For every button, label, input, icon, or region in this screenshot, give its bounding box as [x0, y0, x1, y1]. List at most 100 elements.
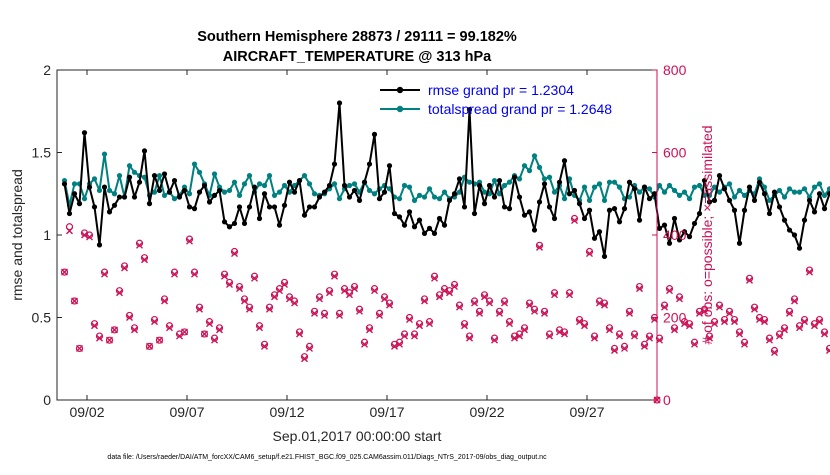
x-tick-label: 09/17 — [369, 404, 404, 420]
y-tick-label-left: 1 — [43, 227, 51, 243]
x-tick-label: 09/02 — [69, 404, 104, 420]
rmse-point — [647, 196, 652, 201]
rmse-point — [737, 241, 742, 246]
totalspread-point — [732, 194, 737, 199]
totalspread-point — [72, 181, 77, 186]
totalspread-point — [467, 180, 472, 185]
totalspread-point — [787, 186, 792, 191]
rmse-point — [777, 204, 782, 209]
rmse-point — [97, 242, 102, 247]
totalspread-point — [187, 191, 192, 196]
rmse-point — [397, 214, 402, 219]
totalspread-point — [347, 183, 352, 188]
rmse-point — [762, 191, 767, 196]
totalspread-point — [612, 180, 617, 185]
rmse-point — [567, 191, 572, 196]
rmse-point — [427, 226, 432, 231]
rmse-point — [222, 219, 227, 224]
totalspread-point — [127, 163, 132, 168]
rmse-point — [557, 180, 562, 185]
totalspread-point — [442, 190, 447, 195]
rmse-point — [382, 190, 387, 195]
totalspread-point — [682, 190, 687, 195]
totalspread-point — [102, 152, 107, 157]
totalspread-point — [777, 188, 782, 193]
rmse-point — [542, 181, 547, 186]
rmse-point — [77, 201, 82, 206]
rmse-point — [547, 204, 552, 209]
totalspread-point — [197, 170, 202, 175]
totalspread-point — [562, 196, 567, 201]
rmse-point — [317, 194, 322, 199]
totalspread-point — [607, 180, 612, 185]
rmse-point — [202, 183, 207, 188]
totalspread-point — [422, 194, 427, 199]
rmse-point — [812, 209, 817, 214]
totalspread-point — [402, 183, 407, 188]
rmse-point — [622, 206, 627, 211]
chart-title-line1: Southern Hemisphere 28873 / 29111 = 99.1… — [197, 29, 517, 45]
legend-rmse-marker — [397, 87, 403, 93]
totalspread-point — [242, 181, 247, 186]
rmse-point — [442, 223, 447, 228]
rmse-point — [432, 231, 437, 236]
rmse-point — [517, 194, 522, 199]
rmse-point — [752, 198, 757, 203]
totalspread-point — [677, 193, 682, 198]
rmse-point — [307, 204, 312, 209]
rmse-point — [437, 216, 442, 221]
rmse-point — [572, 188, 577, 193]
rmse-point — [237, 204, 242, 209]
rmse-point — [722, 186, 727, 191]
totalspread-point — [737, 188, 742, 193]
totalspread-point — [727, 181, 732, 186]
totalspread-point — [812, 185, 817, 190]
totalspread-point — [262, 183, 267, 188]
rmse-point — [267, 204, 272, 209]
rmse-point — [497, 178, 502, 183]
rmse-point — [522, 213, 527, 218]
y-tick-label-right: 800 — [663, 62, 687, 78]
totalspread-point — [532, 153, 537, 158]
rmse-point — [717, 173, 722, 178]
rmse-point — [562, 158, 567, 163]
totalspread-point — [437, 196, 442, 201]
rmse-point — [607, 208, 612, 213]
rmse-point — [327, 183, 332, 188]
totalspread-point — [717, 190, 722, 195]
totalspread-point — [527, 168, 532, 173]
rmse-point — [287, 180, 292, 185]
totalspread-point — [672, 188, 677, 193]
rmse-point — [132, 194, 137, 199]
rmse-point — [742, 208, 747, 213]
rmse-point — [392, 211, 397, 216]
rmse-point — [152, 173, 157, 178]
rmse-point — [192, 206, 197, 211]
rmse-point — [62, 181, 67, 186]
totalspread-point — [372, 191, 377, 196]
totalspread-point — [212, 171, 217, 176]
rmse-point — [597, 229, 602, 234]
rmse-point — [807, 198, 812, 203]
rmse-point — [217, 188, 222, 193]
rmse-point — [412, 224, 417, 229]
rmse-point — [632, 186, 637, 191]
totalspread-point — [502, 183, 507, 188]
totalspread-point — [222, 190, 227, 195]
rmse-point — [297, 178, 302, 183]
rmse-point — [612, 206, 617, 211]
rmse-point — [582, 216, 587, 221]
totalspread-point — [617, 185, 622, 190]
rmse-point — [727, 198, 732, 203]
rmse-point — [187, 204, 192, 209]
rmse-point — [252, 185, 257, 190]
rmse-point — [272, 204, 277, 209]
rmse-point — [242, 221, 247, 226]
totalspread-point — [412, 198, 417, 203]
rmse-point — [767, 211, 772, 216]
rmse-point — [232, 221, 237, 226]
rmse-point — [387, 163, 392, 168]
rmse-point — [732, 208, 737, 213]
